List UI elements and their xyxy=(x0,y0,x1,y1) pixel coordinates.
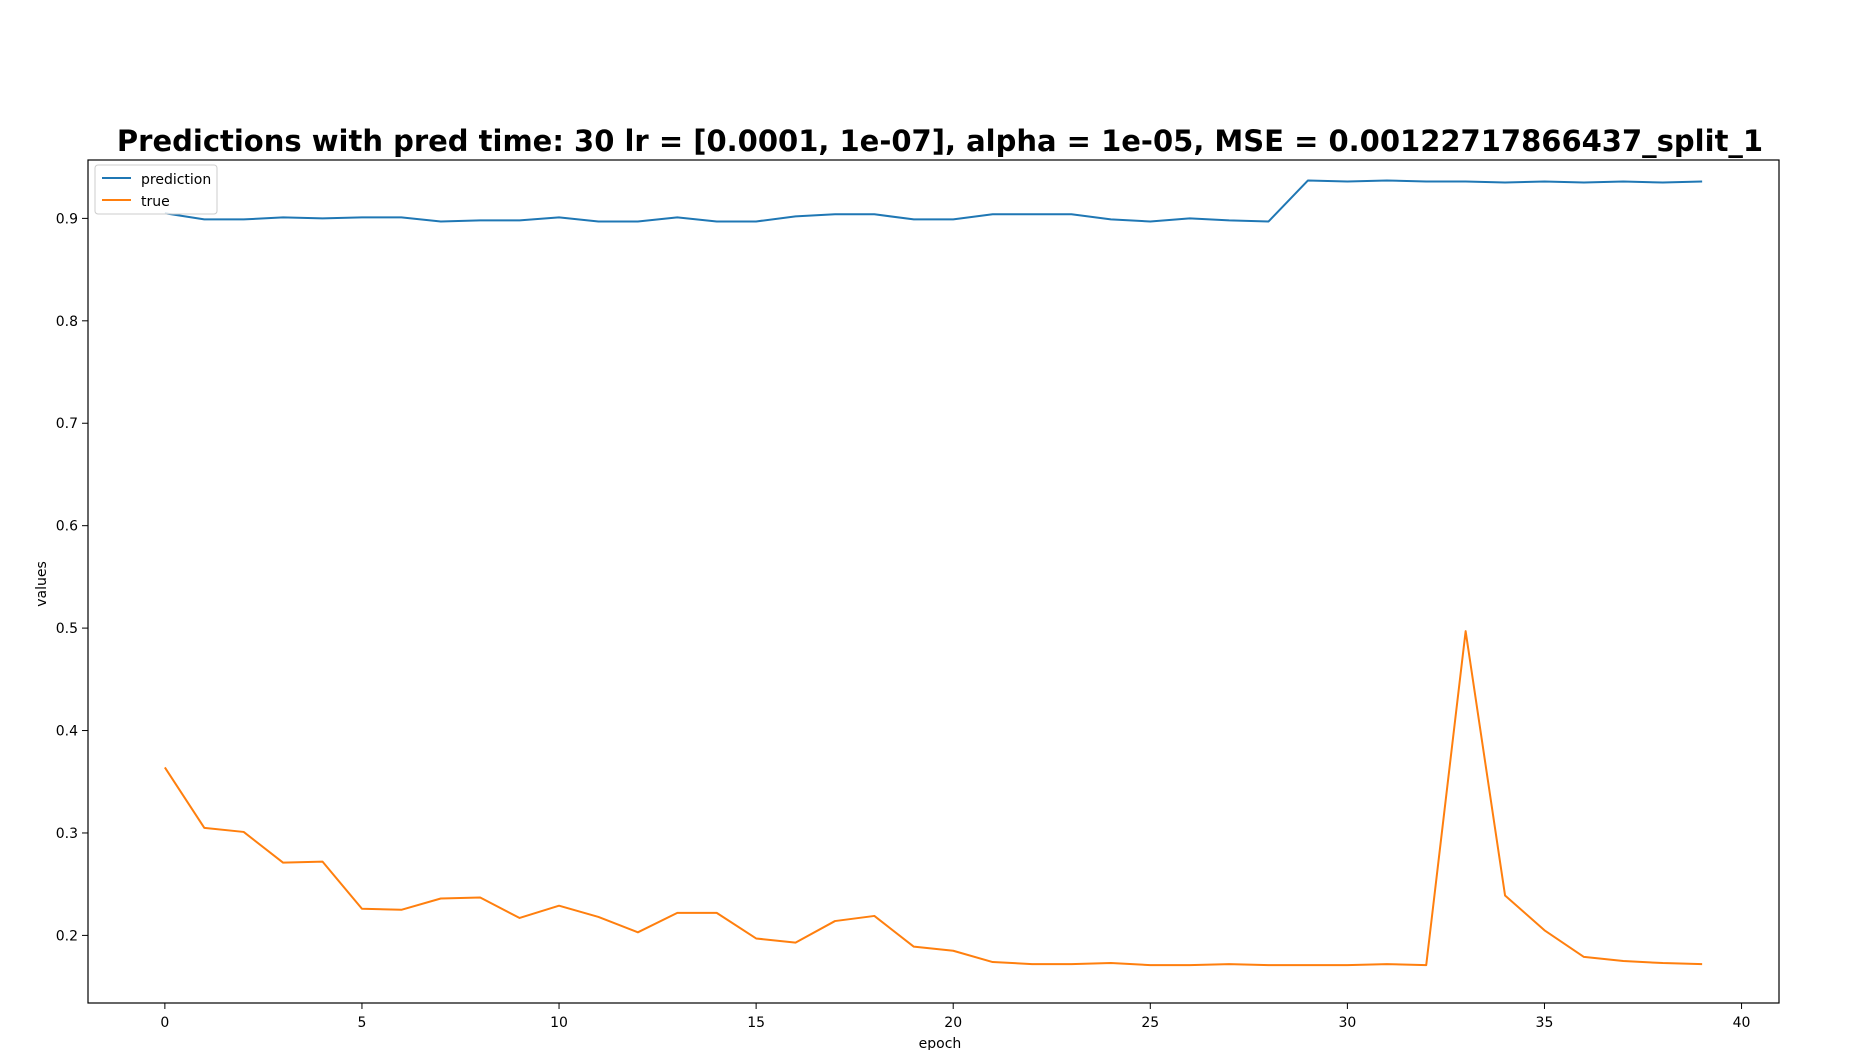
x-tick-label: 5 xyxy=(357,1015,366,1031)
x-tick-label: 25 xyxy=(1141,1015,1159,1031)
y-tick-label: 0.4 xyxy=(56,724,78,740)
y-tick-label: 0.7 xyxy=(56,416,78,432)
series-line-true xyxy=(164,630,1703,967)
y-tick-label: 0.2 xyxy=(56,928,78,944)
x-tick-label: 20 xyxy=(944,1015,962,1031)
plot-series xyxy=(164,179,1703,967)
y-tick-label: 0.9 xyxy=(56,211,78,227)
x-tick-label: 35 xyxy=(1536,1015,1554,1031)
legend: prediction true xyxy=(94,164,218,215)
y-tick-label: 0.3 xyxy=(56,826,78,842)
x-tick-label: 0 xyxy=(160,1015,169,1031)
x-tick-label: 30 xyxy=(1338,1015,1356,1031)
x-tick-label: 40 xyxy=(1733,1015,1751,1031)
x-axis: 0 5 10 15 20 25 30 35 40 xyxy=(160,1003,1750,1031)
legend-label-true: true xyxy=(141,194,170,210)
series-line-prediction xyxy=(164,179,1703,223)
plot-area-frame xyxy=(87,159,1780,1004)
y-tick-label: 0.6 xyxy=(56,519,78,535)
x-axis-label: epoch xyxy=(919,1036,962,1050)
y-axis: 0.2 0.3 0.4 0.5 0.6 0.7 0.8 0.9 xyxy=(56,211,88,944)
y-tick-label: 0.8 xyxy=(56,314,78,330)
x-tick-label: 10 xyxy=(550,1015,568,1031)
x-tick-label: 15 xyxy=(747,1015,765,1031)
y-tick-label: 0.5 xyxy=(56,621,78,637)
chart-title: Predictions with pred time: 30 lr = [0.0… xyxy=(117,124,1763,158)
legend-label-prediction: prediction xyxy=(141,172,211,188)
y-axis-label: values xyxy=(34,561,50,607)
